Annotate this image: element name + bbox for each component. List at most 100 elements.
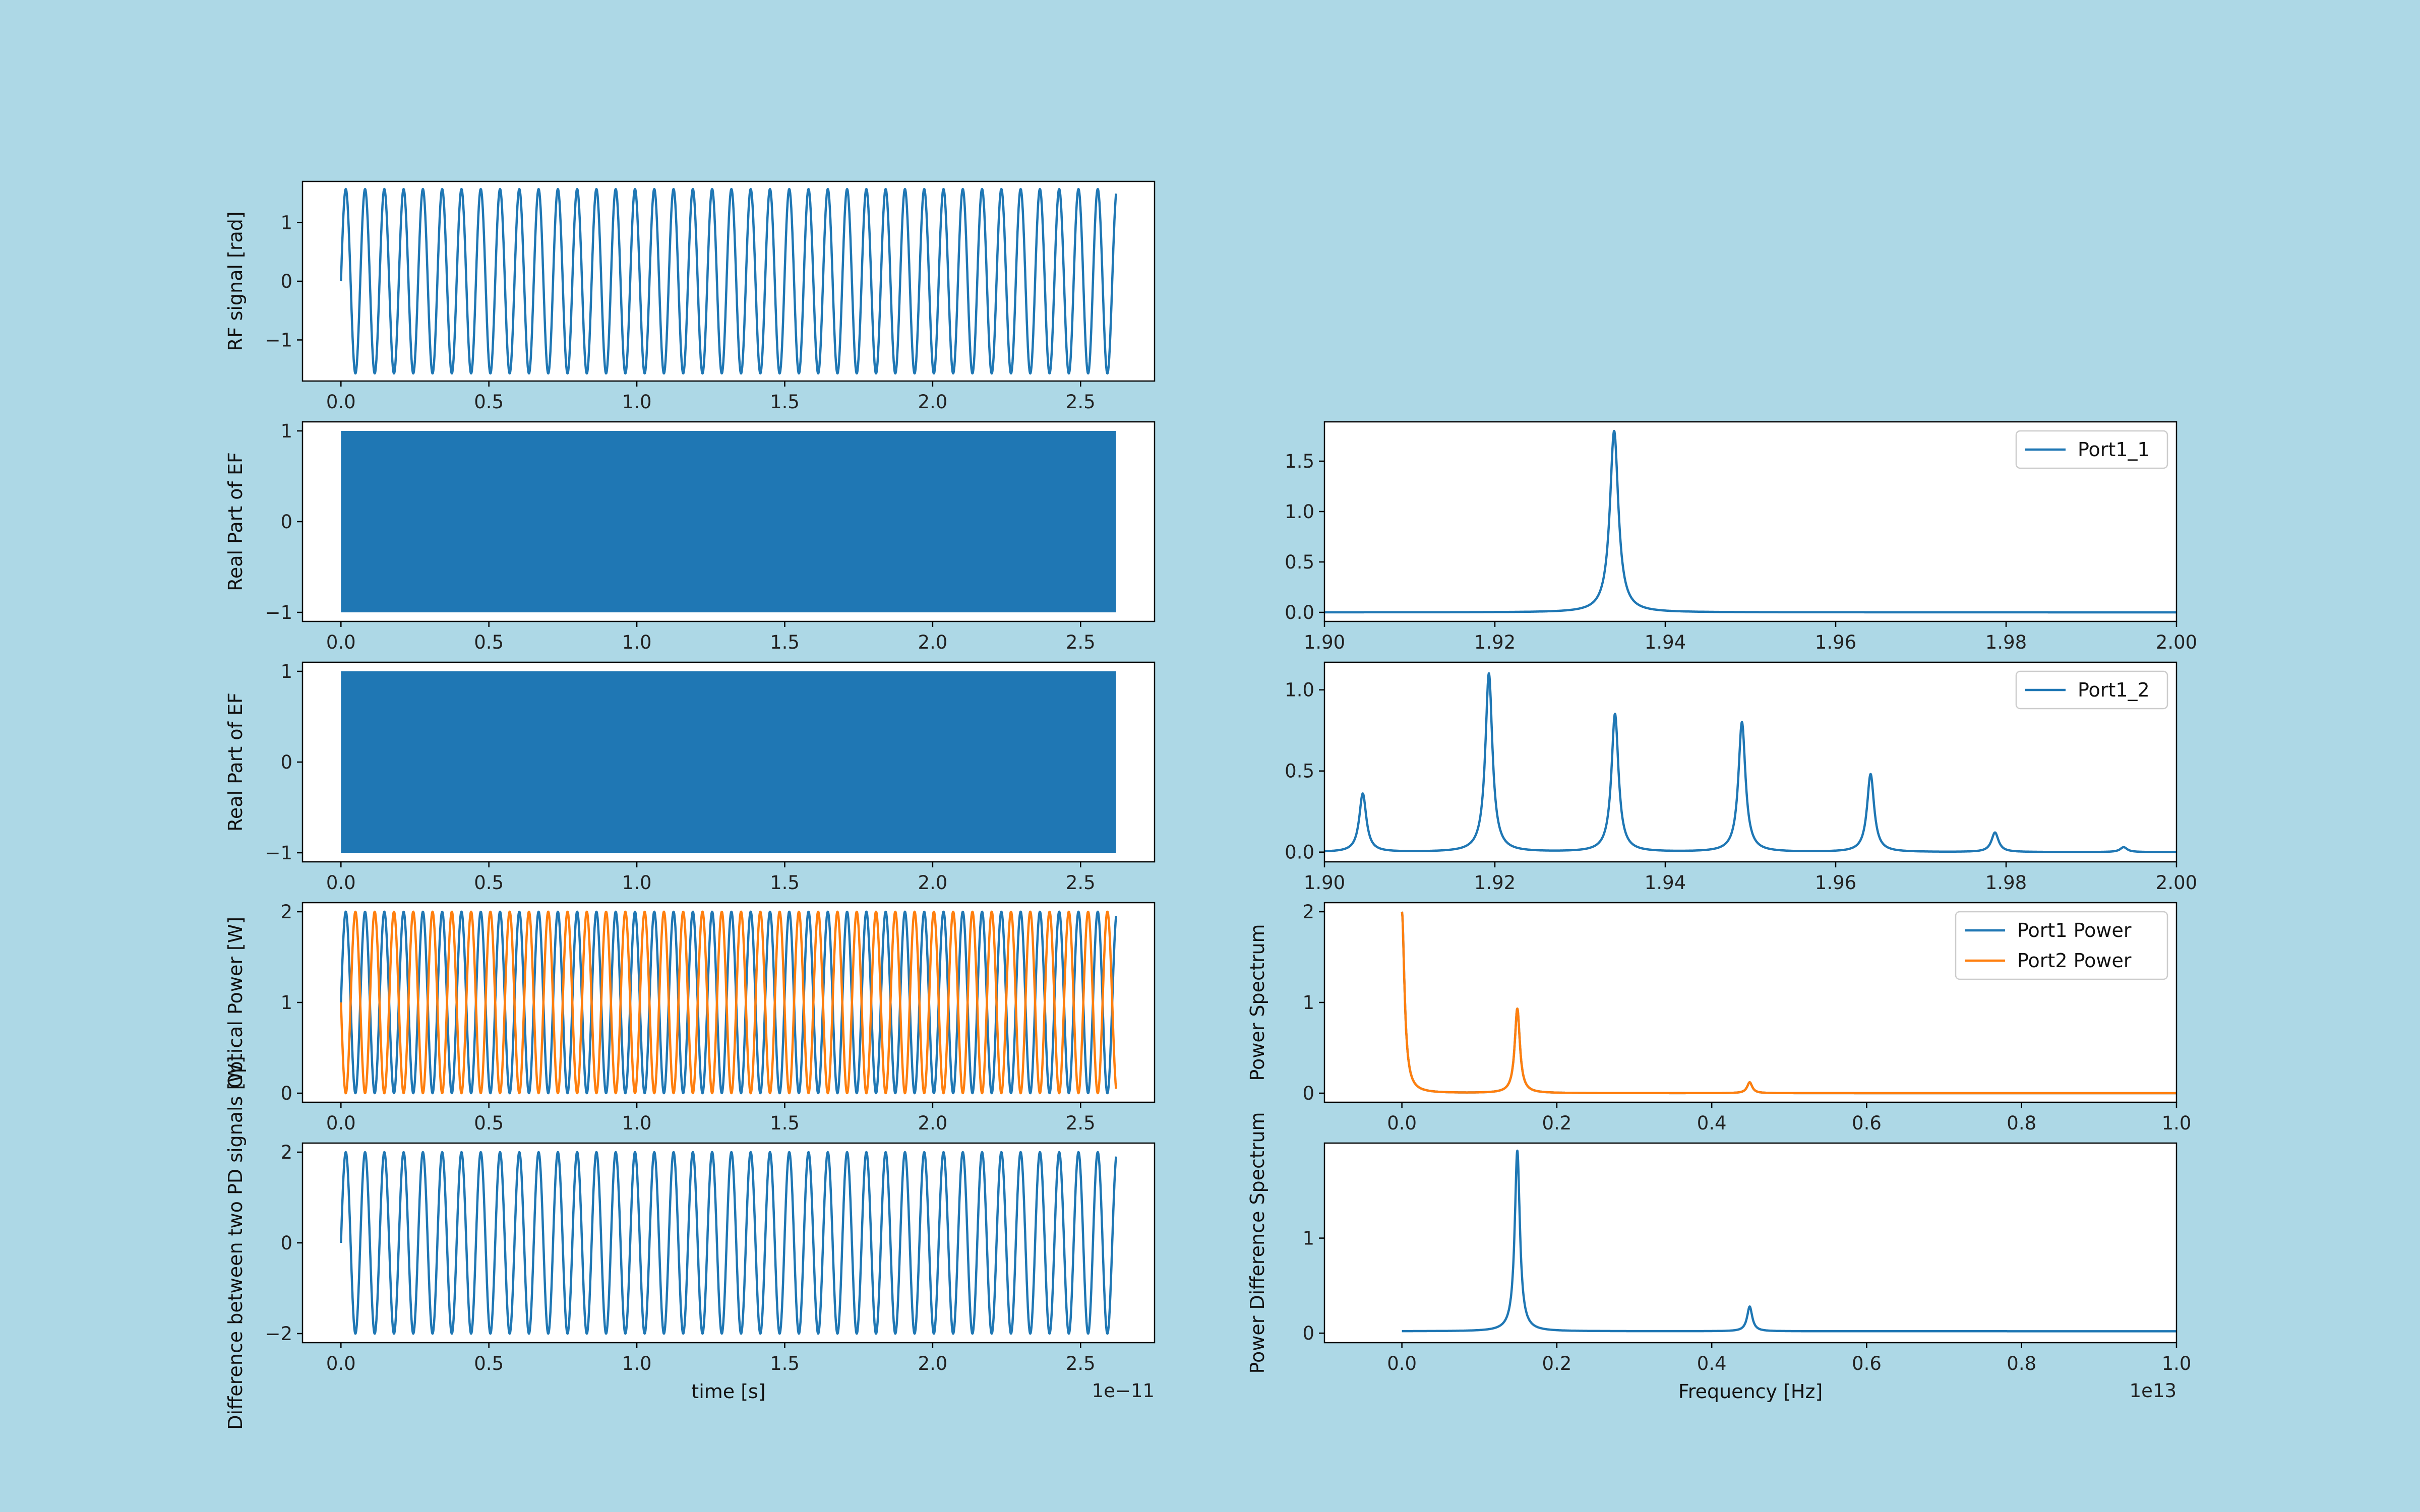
chart-rf: 0.0 0.5 1.0 1.5 2.0 2.5 −1 0 1 RF signal [rad] xyxy=(224,180,1156,413)
x-tick-label: 1.0 xyxy=(2162,1112,2192,1134)
series-group xyxy=(340,1151,1117,1335)
chart-ef2: 0.0 0.5 1.0 1.5 2.0 2.5 −1 0 1 Real Part of EF xyxy=(224,661,1156,894)
series-group xyxy=(1401,911,2176,1095)
series-spec2-0 xyxy=(1324,672,2176,853)
x-tick-label: 0.0 xyxy=(326,1353,356,1374)
axes-frame xyxy=(1323,661,2177,863)
x-tick-label: 2.5 xyxy=(1066,632,1096,653)
legend-label: Port1 Power xyxy=(2017,919,2132,941)
x-tick-label: 1.5 xyxy=(770,1112,800,1134)
y-tick-label: 1 xyxy=(280,420,292,442)
series-group xyxy=(340,187,1117,375)
y-tick-label: 1 xyxy=(280,992,292,1014)
x-tick-label: 1.94 xyxy=(1645,632,1686,653)
axes-frame xyxy=(1323,421,2177,622)
series-ef2-0 xyxy=(341,671,1116,853)
y-tick-label: 2 xyxy=(280,901,292,923)
x-tick-label: 0.0 xyxy=(1387,1112,1417,1134)
x-tick-label: 1.0 xyxy=(622,872,652,894)
series-opt-1 xyxy=(340,910,1117,1095)
x-tick-label: 2.0 xyxy=(918,632,947,653)
y-tick-label: 1 xyxy=(1302,992,1314,1014)
x-tick-label: 0.5 xyxy=(474,632,504,653)
y-tick-label: 0 xyxy=(1302,1083,1314,1104)
x-tick-label: 1.0 xyxy=(622,391,652,413)
x-tick-label: 2.0 xyxy=(918,1112,947,1134)
x-tick-label: 2.5 xyxy=(1066,391,1096,413)
y-tick-label: 1 xyxy=(280,212,292,234)
x-tick-label: 0.5 xyxy=(474,1112,504,1134)
x-tick-label: 0.0 xyxy=(1387,1353,1417,1374)
x-tick-label: 1.5 xyxy=(770,872,800,894)
x-tick-label: 0.0 xyxy=(326,872,356,894)
y-axis-label: RF signal [rad] xyxy=(224,211,247,351)
x-tick-label: 1.5 xyxy=(770,391,800,413)
y-tick-label: −1 xyxy=(265,842,292,864)
x-tick-label: 0.0 xyxy=(326,1112,356,1134)
legend-frame xyxy=(2015,670,2168,710)
y-tick-label: 0 xyxy=(280,751,292,773)
x-tick-label: 1.0 xyxy=(622,1112,652,1134)
x-tick-label: 0.0 xyxy=(326,391,356,413)
y-tick-label: 0 xyxy=(280,271,292,292)
series-diff-0 xyxy=(340,1151,1117,1335)
x-tick-label: 1.0 xyxy=(2162,1353,2192,1374)
y-axis-label: Power Spectrum xyxy=(1246,924,1268,1081)
y-axis-label: Real Part of EF xyxy=(224,452,247,591)
x-tick-label: 1.92 xyxy=(1474,632,1516,653)
axes-frame xyxy=(1323,1142,2177,1344)
x-tick-label: 1.5 xyxy=(770,632,800,653)
y-tick-label: 0 xyxy=(280,1232,292,1254)
x-tick-label: 1.0 xyxy=(622,1353,652,1374)
chart-diff: 0.0 0.5 1.0 1.5 2.0 2.5 −2 0 2 Difference between… xyxy=(224,1056,1156,1430)
y-tick-label: 0.5 xyxy=(1285,761,1314,782)
x-tick-label: 0.5 xyxy=(474,1353,504,1374)
y-tick-label: 1 xyxy=(1302,1228,1314,1249)
y-tick-label: −1 xyxy=(265,602,292,623)
y-tick-label: 1.5 xyxy=(1285,451,1314,472)
x-tick-label: 2.0 xyxy=(918,872,947,894)
chart-ef1: 0.0 0.5 1.0 1.5 2.0 2.5 −1 0 1 Real Part of EF xyxy=(224,420,1156,653)
legend-label: Port1_2 xyxy=(2078,679,2150,701)
series-group xyxy=(1324,429,2176,614)
series-group xyxy=(341,431,1116,612)
y-axis-label: Difference between two PD signals [W] xyxy=(224,1056,247,1429)
y-axis-label: Power Difference Spectrum xyxy=(1246,1112,1268,1373)
x-tick-label: 0.4 xyxy=(1697,1353,1727,1374)
legend-frame xyxy=(2015,430,2168,469)
x-tick-label: 0.5 xyxy=(474,391,504,413)
legend: Port1_1 xyxy=(2015,430,2168,469)
x-tick-label: 2.0 xyxy=(918,1353,947,1374)
y-tick-label: 1 xyxy=(280,661,292,682)
x-tick-label: 1.96 xyxy=(1815,632,1856,653)
y-tick-label: 0 xyxy=(280,1083,292,1104)
series-pspec-1 xyxy=(1401,911,2176,1095)
series-group xyxy=(340,910,1117,1095)
x-tick-label: 2.0 xyxy=(918,391,947,413)
x-tick-label: 1.90 xyxy=(1304,632,1345,653)
x-offset-text: 1e13 xyxy=(2130,1380,2176,1402)
x-tick-label: 1.94 xyxy=(1645,872,1686,894)
y-tick-label: 2 xyxy=(1302,901,1314,923)
series-group xyxy=(1324,672,2176,853)
chart-pspec: 0.0 0.2 0.4 0.6 0.8 1.0 0 1 2 Power Spectrum Port1… xyxy=(1246,901,2191,1134)
x-tick-label: 1.92 xyxy=(1474,872,1516,894)
y-tick-label: 1.0 xyxy=(1285,679,1314,701)
y-tick-label: 1.0 xyxy=(1285,501,1314,523)
legend-frame xyxy=(1955,911,2168,980)
x-tick-label: 2.5 xyxy=(1066,1353,1096,1374)
x-tick-label: 0.8 xyxy=(2007,1353,2036,1374)
chart-opt: 0.0 0.5 1.0 1.5 2.0 2.5 0 1 2 Optical Power [W] xyxy=(224,901,1156,1134)
x-tick-label: 0.4 xyxy=(1697,1112,1727,1134)
x-axis-label: time [s] xyxy=(691,1380,765,1403)
x-tick-label: 0.2 xyxy=(1542,1353,1571,1374)
x-tick-label: 2.00 xyxy=(2156,632,2197,653)
x-tick-label: 2.5 xyxy=(1066,872,1096,894)
series-group xyxy=(341,671,1116,853)
legend-label: Port1_1 xyxy=(2078,438,2150,461)
x-axis-label: Frequency [Hz] xyxy=(1678,1380,1823,1403)
series-pdspec-0 xyxy=(1401,1149,2176,1333)
chart-spec2: 1.90 1.92 1.94 1.96 1.98 2.00 0.0 0.5 1.0 Port1_2 xyxy=(1285,661,2197,894)
x-tick-label: 0.8 xyxy=(2007,1112,2036,1134)
x-tick-label: 2.00 xyxy=(2156,872,2197,894)
